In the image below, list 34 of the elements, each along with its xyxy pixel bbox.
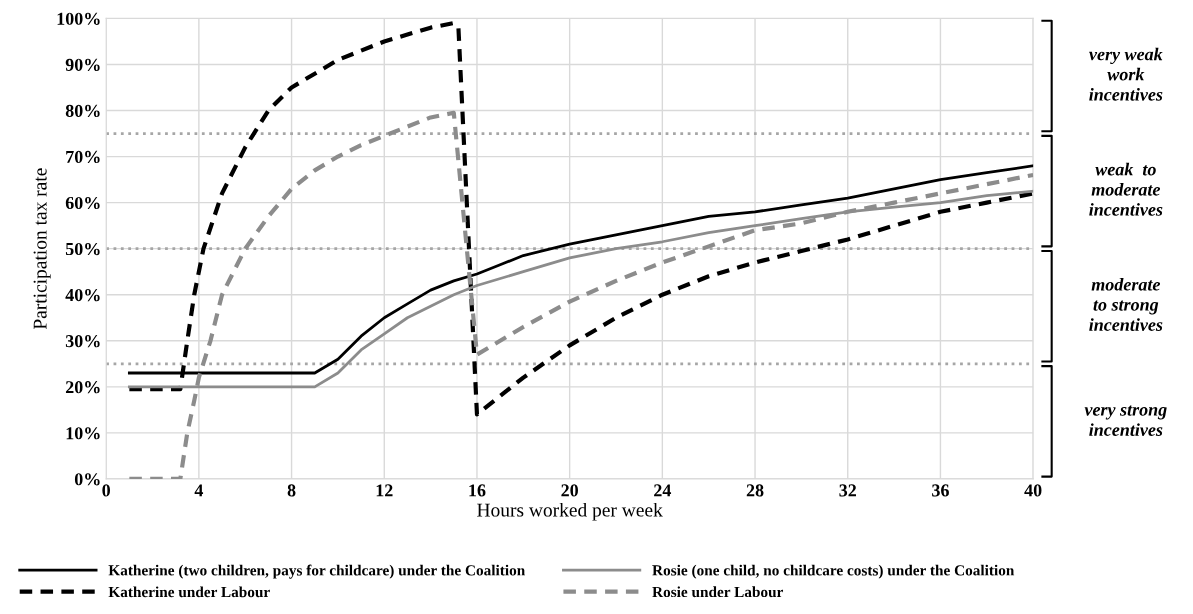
x-tick-label: 32 [839,484,856,497]
x-tick-label: 36 [932,484,949,497]
legend-label: Katherine (two children, pays for childcare) under the Coalition [108,564,526,579]
x-tick-label: 40 [1024,484,1042,497]
y-tick-label: 90% [65,58,100,71]
y-tick-label: 10% [66,427,100,440]
x-tick-label: 16 [469,484,486,497]
y-axis-title: Participation tax rate [33,168,51,330]
x-axis-title: Hours worked per week [477,502,663,521]
text: very weak work incentives [1089,47,1163,101]
x-tick-label: 0 [102,484,110,497]
y-tick-label: 60% [65,196,100,210]
legend-label: Rosie under Labour [652,586,784,598]
line-series [127,20,1034,417]
legend-label: Rosie (one child, no childcare costs) under the Coalition [652,564,1015,579]
x-tick-label: 8 [287,484,296,497]
x-tick-label: 4 [194,484,204,497]
x-tick-label: 24 [654,484,672,497]
y-tick-label: 40% [65,288,100,302]
text: very strong incentives [1084,405,1167,436]
y-tick-label: 30% [65,335,100,348]
legend-label: Katherine under Labour [108,586,270,598]
y-tick-label: 100% [57,12,100,25]
line-series [127,110,1034,479]
x-tick-label: 28 [746,484,764,497]
x-tick-label: 20 [561,484,578,497]
y-tick-label: 50% [65,242,100,256]
y-tick-label: 70% [66,150,100,164]
text: moderate to strong incentives [1089,277,1163,331]
y-tick-label: 0% [74,473,100,486]
x-tick-label: 12 [376,484,393,497]
text: weak to moderate incentives [1089,162,1163,216]
y-tick-label: 20% [65,381,100,394]
y-tick-label: 80% [65,104,100,118]
